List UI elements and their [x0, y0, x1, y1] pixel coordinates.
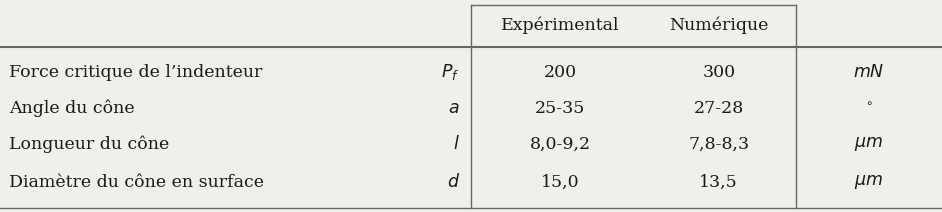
Text: 8,0-9,2: 8,0-9,2 — [530, 136, 591, 153]
Text: 13,5: 13,5 — [699, 174, 739, 191]
Text: 15,0: 15,0 — [541, 174, 580, 191]
Text: $^{\circ}$: $^{\circ}$ — [865, 100, 872, 117]
Text: $l$: $l$ — [453, 135, 460, 153]
Text: $mN$: $mN$ — [853, 64, 885, 81]
Text: Angle du cône: Angle du cône — [9, 99, 135, 117]
Text: $P_f$: $P_f$ — [442, 62, 460, 82]
Text: Longueur du cône: Longueur du cône — [9, 135, 170, 153]
Text: Force critique de l’indenteur: Force critique de l’indenteur — [9, 64, 263, 81]
Text: $d$: $d$ — [447, 173, 460, 191]
Text: Numérique: Numérique — [669, 17, 769, 34]
Text: $\mu m$: $\mu m$ — [854, 135, 883, 153]
Text: Expérimental: Expérimental — [501, 17, 620, 34]
Text: 7,8-8,3: 7,8-8,3 — [689, 136, 749, 153]
Text: Diamètre du cône en surface: Diamètre du cône en surface — [9, 174, 265, 191]
Text: $\mu m$: $\mu m$ — [854, 173, 883, 191]
Text: 300: 300 — [702, 64, 736, 81]
Text: 27-28: 27-28 — [693, 100, 744, 117]
Text: 200: 200 — [544, 64, 577, 81]
Text: $a$: $a$ — [448, 100, 460, 117]
Text: 25-35: 25-35 — [535, 100, 586, 117]
